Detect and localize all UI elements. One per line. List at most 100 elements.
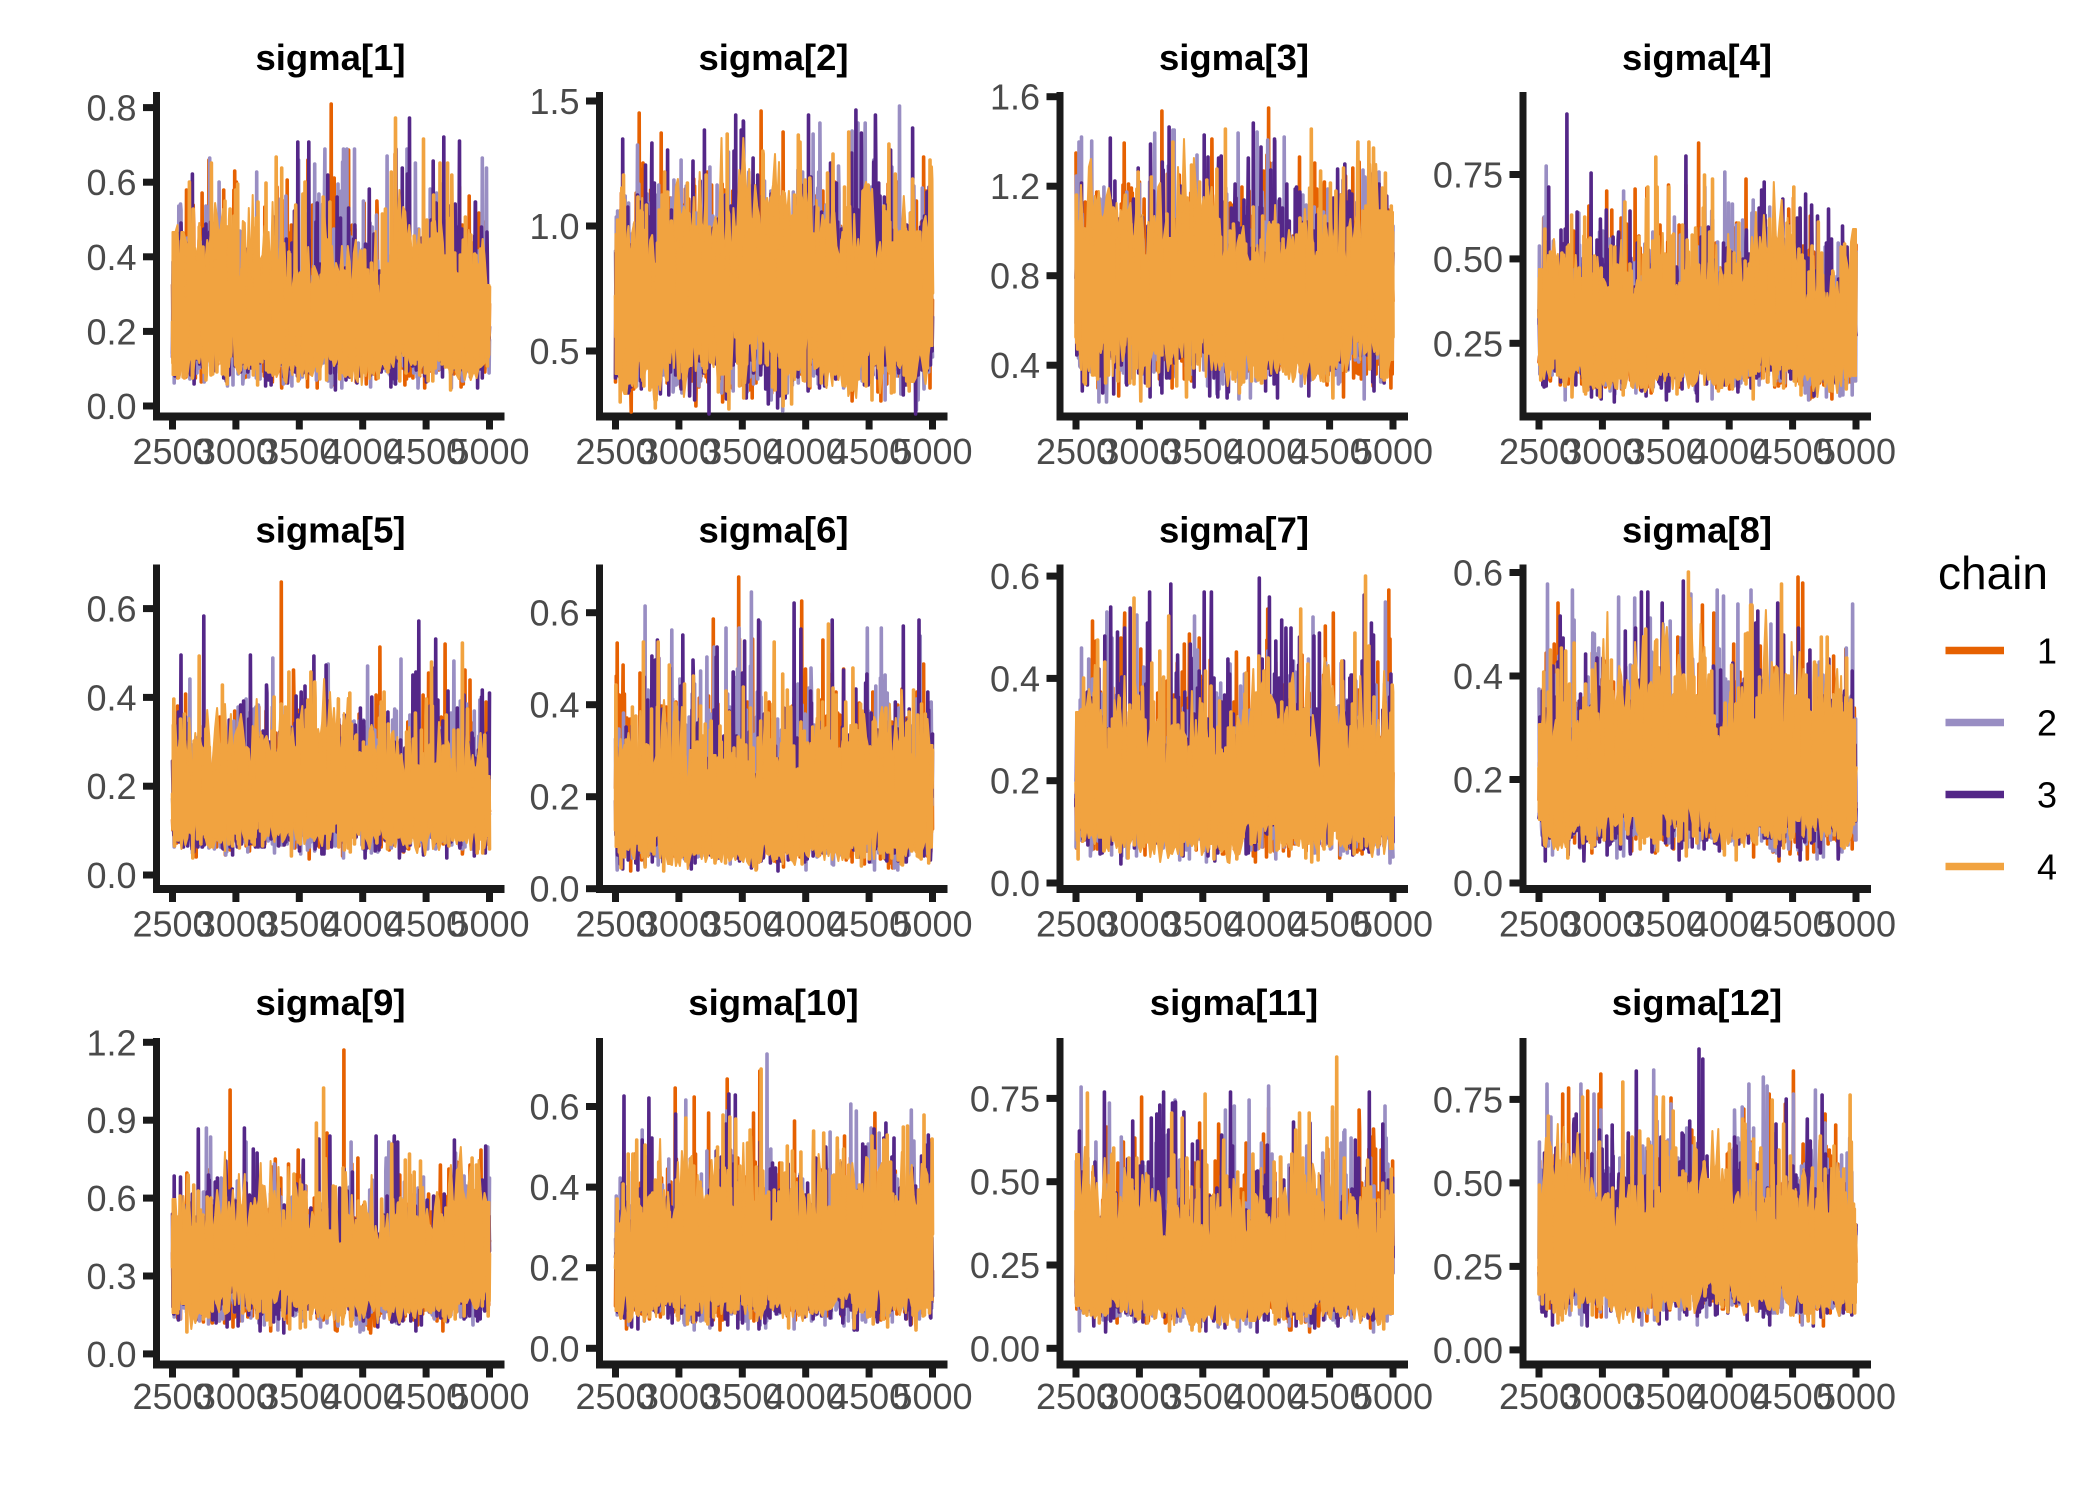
svg-text:1.2: 1.2 [86,1022,136,1063]
svg-text:0.8: 0.8 [86,88,136,129]
svg-text:4: 4 [2037,847,2057,888]
svg-text:0.4: 0.4 [990,658,1040,699]
svg-text:sigma[1]: sigma[1] [255,37,405,78]
svg-text:4500: 4500 [1290,431,1370,472]
svg-text:0.4: 0.4 [529,685,579,726]
svg-text:sigma[12]: sigma[12] [1612,982,1782,1023]
svg-text:4000: 4000 [766,904,846,945]
svg-text:1: 1 [2037,631,2057,672]
svg-text:0.4: 0.4 [86,677,136,718]
svg-text:0.4: 0.4 [529,1167,579,1208]
svg-text:0.3: 0.3 [86,1256,136,1297]
svg-text:4000: 4000 [1689,904,1769,945]
svg-text:0.0: 0.0 [1453,863,1503,904]
svg-text:4000: 4000 [323,1376,403,1417]
svg-text:5000: 5000 [1353,904,1433,945]
svg-text:4000: 4000 [1689,1376,1769,1417]
svg-text:sigma[11]: sigma[11] [1150,982,1318,1023]
svg-text:0.6: 0.6 [1453,553,1503,594]
svg-text:4000: 4000 [1689,431,1769,472]
svg-text:0.00: 0.00 [1433,1330,1503,1371]
svg-text:0.4: 0.4 [1453,656,1503,697]
svg-text:3500: 3500 [702,1376,782,1417]
svg-text:0.2: 0.2 [990,761,1040,802]
svg-text:0.2: 0.2 [86,311,136,352]
svg-text:0.0: 0.0 [86,386,136,427]
svg-text:0.50: 0.50 [1433,239,1503,280]
svg-text:3000: 3000 [1099,431,1179,472]
svg-text:2500: 2500 [1036,1376,1116,1417]
svg-text:0.5: 0.5 [529,331,579,372]
svg-text:4500: 4500 [1290,1376,1370,1417]
svg-text:5000: 5000 [1353,431,1433,472]
svg-text:4500: 4500 [829,904,909,945]
svg-text:2500: 2500 [132,1376,212,1417]
svg-text:1.0: 1.0 [529,206,579,247]
svg-text:4500: 4500 [386,904,466,945]
svg-text:3000: 3000 [196,431,276,472]
svg-text:4000: 4000 [766,431,846,472]
svg-text:0.2: 0.2 [529,1248,579,1289]
svg-text:5000: 5000 [892,431,972,472]
svg-text:0.6: 0.6 [529,1087,579,1128]
svg-text:sigma[2]: sigma[2] [698,37,848,78]
svg-text:3000: 3000 [1099,1376,1179,1417]
svg-text:0.50: 0.50 [970,1162,1040,1203]
svg-text:4500: 4500 [1753,904,1833,945]
svg-text:sigma[5]: sigma[5] [255,510,405,551]
svg-text:0.6: 0.6 [86,1178,136,1219]
svg-text:sigma[7]: sigma[7] [1159,510,1309,551]
svg-text:0.2: 0.2 [86,766,136,807]
svg-text:2500: 2500 [575,1376,655,1417]
svg-text:4500: 4500 [829,1376,909,1417]
svg-text:3000: 3000 [1562,1376,1642,1417]
svg-text:4500: 4500 [1753,1376,1833,1417]
svg-text:1.6: 1.6 [990,77,1040,118]
svg-text:3500: 3500 [1163,431,1243,472]
svg-text:0.6: 0.6 [990,556,1040,597]
svg-text:sigma[9]: sigma[9] [255,982,405,1023]
svg-text:3500: 3500 [1626,431,1706,472]
svg-text:4000: 4000 [323,431,403,472]
svg-text:5000: 5000 [449,1376,529,1417]
svg-text:3000: 3000 [1562,904,1642,945]
svg-text:2: 2 [2037,703,2057,744]
svg-text:4000: 4000 [766,1376,846,1417]
svg-text:5000: 5000 [892,1376,972,1417]
svg-text:5000: 5000 [1816,431,1896,472]
svg-text:5000: 5000 [1816,1376,1896,1417]
svg-text:5000: 5000 [449,431,529,472]
svg-text:3500: 3500 [259,904,339,945]
svg-text:4500: 4500 [1290,904,1370,945]
svg-text:0.0: 0.0 [529,869,579,910]
svg-text:2500: 2500 [1499,904,1579,945]
svg-text:3: 3 [2037,775,2057,816]
svg-text:2500: 2500 [1036,904,1116,945]
svg-text:1.5: 1.5 [529,81,579,122]
svg-text:sigma[10]: sigma[10] [688,982,858,1023]
svg-text:3000: 3000 [196,1376,276,1417]
svg-text:5000: 5000 [1816,904,1896,945]
svg-text:4000: 4000 [1226,431,1306,472]
svg-text:2500: 2500 [1036,431,1116,472]
svg-text:0.0: 0.0 [529,1328,579,1369]
svg-text:0.8: 0.8 [990,256,1040,297]
svg-text:4000: 4000 [1226,1376,1306,1417]
svg-text:4500: 4500 [386,431,466,472]
svg-text:0.00: 0.00 [970,1328,1040,1369]
svg-text:chain: chain [1938,547,2048,599]
svg-text:3500: 3500 [1626,904,1706,945]
svg-text:5000: 5000 [449,904,529,945]
svg-text:3000: 3000 [639,431,719,472]
svg-text:sigma[8]: sigma[8] [1622,510,1772,551]
svg-text:2500: 2500 [132,431,212,472]
svg-text:4500: 4500 [386,1376,466,1417]
svg-text:2500: 2500 [575,904,655,945]
svg-text:0.6: 0.6 [86,162,136,203]
svg-text:0.75: 0.75 [970,1078,1040,1119]
svg-text:sigma[4]: sigma[4] [1622,37,1772,78]
svg-text:0.4: 0.4 [86,237,136,278]
svg-text:5000: 5000 [892,904,972,945]
svg-text:0.75: 0.75 [1433,155,1503,196]
svg-text:3000: 3000 [1099,904,1179,945]
